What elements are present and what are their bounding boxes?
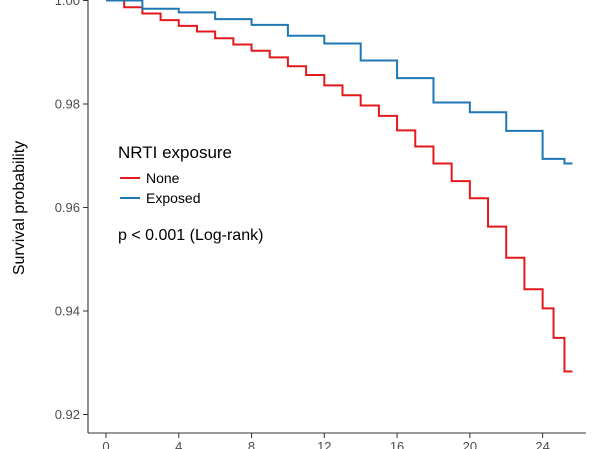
series-line-exposed: [106, 0, 573, 165]
x-tick-label: 16: [390, 439, 404, 449]
series-line-none: [106, 0, 573, 373]
x-tick-label: 4: [175, 439, 182, 449]
legend-title: NRTI exposure: [118, 143, 232, 162]
x-tick-label: 24: [535, 439, 549, 449]
logrank-annotation: p < 0.001 (Log-rank): [118, 227, 263, 244]
x-tick-label: 8: [248, 439, 255, 449]
y-tick-label: 0.98: [55, 97, 80, 112]
axes: 0.92 0.94 0.96 0.98 1.00 0 4 8 12 16 20 24: [55, 0, 586, 449]
legend-label-exposed: Exposed: [146, 190, 200, 206]
series-layer: [106, 0, 573, 373]
y-tick-label: 0.94: [55, 304, 80, 319]
y-axis-title: Survival probability: [11, 141, 28, 275]
x-tick-label: 12: [317, 439, 331, 449]
x-tick-label: 20: [463, 439, 477, 449]
y-tick-label: 0.92: [55, 407, 80, 422]
y-tick-label: 0.96: [55, 200, 80, 215]
legend-label-none: None: [146, 170, 180, 186]
y-tick-label: 1.00: [55, 0, 80, 8]
x-tick-label: 0: [102, 439, 109, 449]
legend: NRTI exposure None Exposed: [118, 143, 232, 206]
